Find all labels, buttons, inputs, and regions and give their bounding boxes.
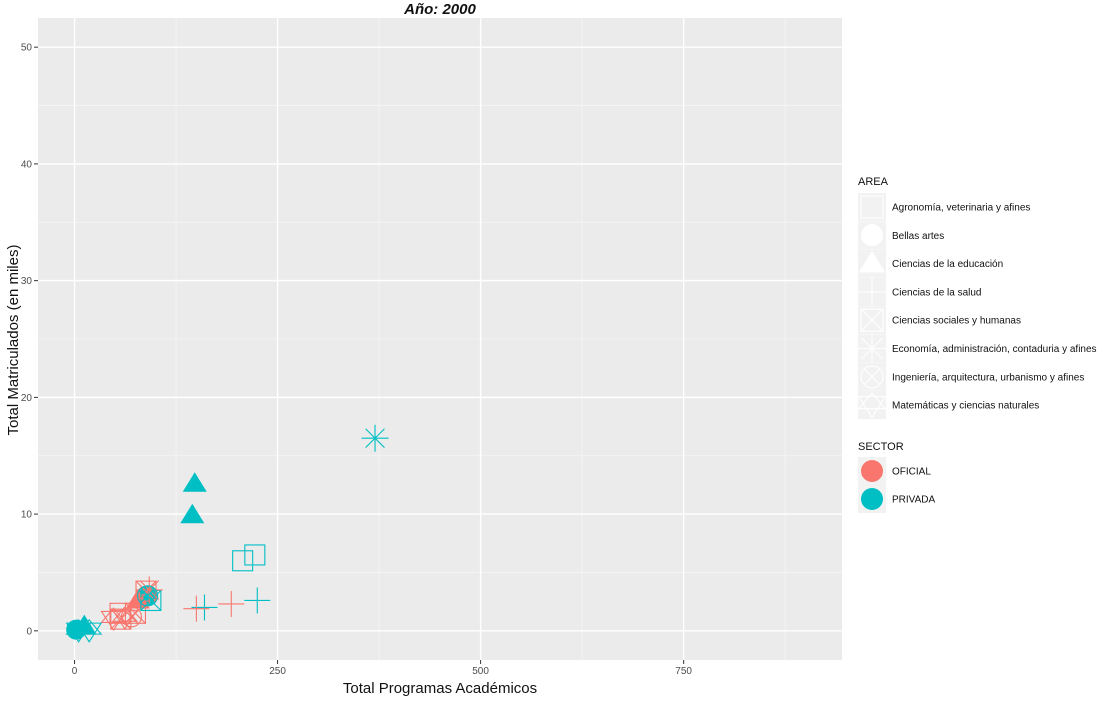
legend-key-symbol: [860, 308, 884, 332]
y-axis-title: Total Matriculados (en miles): [5, 245, 22, 436]
legend-key-background: [858, 391, 886, 420]
x-tick-label: 250: [269, 666, 286, 677]
area-legend-label: Agronomía, veterinaria y afines: [892, 203, 1030, 214]
legend-key-background: [858, 193, 886, 221]
sector-legend-item: OFICIAL: [858, 457, 931, 485]
y-tick-label: 30: [21, 276, 33, 287]
area-legend-item: Bellas artes: [858, 221, 944, 250]
x-axis-title: Total Programas Académicos: [343, 680, 537, 697]
y-axis-ticks: 0 10 20 30 40 50: [21, 43, 38, 637]
legend-key-symbol: [857, 333, 887, 364]
data-point: [232, 550, 254, 572]
legend-key-symbol: [857, 392, 887, 419]
area-legend-title: AREA: [858, 176, 889, 188]
area-legend-item: Matemáticas y ciencias naturales: [857, 391, 1039, 420]
area-legend-item: Economía, administración, contaduria y a…: [857, 333, 1097, 364]
sector-legend: SECTOR OFICIAL PRIVADA: [858, 441, 935, 513]
sector-legend-item: PRIVADA: [858, 485, 935, 513]
sector-legend-label: PRIVADA: [892, 495, 935, 506]
x-tick-label: 750: [675, 666, 692, 677]
legend-key-symbol: [857, 277, 887, 307]
area-legend-label: Bellas artes: [892, 231, 944, 242]
area-legend-item: Ciencias de la salud: [857, 277, 982, 307]
area-legend-item: Ingeniería, arquitectura, urbanismo y af…: [858, 362, 1084, 391]
x-tick-label: 500: [472, 666, 489, 677]
area-legend-label: Economía, administración, contaduria y a…: [892, 344, 1097, 355]
sector-legend-title: SECTOR: [858, 441, 904, 453]
data-point: [135, 576, 163, 604]
y-tick-label: 20: [21, 393, 33, 404]
area-legend: AREA Agronomía, veterinaria y afines Bell…: [857, 176, 1097, 420]
area-legend-label: Matemáticas y ciencias naturales: [892, 401, 1039, 412]
y-tick-label: 10: [21, 510, 33, 521]
data-point: [183, 595, 210, 622]
data-point: [137, 585, 159, 607]
data-point: [72, 614, 97, 635]
area-legend-label: Ciencias de la educación: [892, 259, 1003, 270]
y-tick-label: 0: [26, 626, 32, 637]
legend-key-symbol: [861, 460, 883, 482]
data-point: [111, 606, 139, 630]
x-axis-ticks: 0 250 500 750: [72, 660, 692, 677]
area-legend-label: Ciencias de la salud: [892, 287, 982, 298]
y-tick-label: 50: [21, 43, 33, 54]
data-point: [218, 590, 245, 617]
legend-key-symbol: [860, 195, 884, 219]
y-tick-label: 40: [21, 159, 33, 170]
legend-key-symbol: [861, 488, 883, 510]
area-legend-label: Ciencias sociales y humanas: [892, 316, 1021, 327]
chart-title: Año: 2000: [403, 1, 476, 18]
area-legend-item: Agronomía, veterinaria y afines: [858, 193, 1030, 221]
data-point: [361, 424, 389, 452]
data-points: [65, 424, 389, 643]
area-legend-item: Ciencias sociales y humanas: [858, 306, 1021, 335]
area-legend-item: Ciencias de la educación: [858, 249, 1003, 278]
data-point: [182, 472, 207, 492]
data-point: [65, 618, 92, 643]
area-legend-label: Ingeniería, arquitectura, urbanismo y af…: [892, 372, 1084, 383]
data-point: [244, 587, 271, 614]
legend-key-symbol: [858, 250, 886, 273]
legend-key-symbol: [860, 365, 884, 389]
x-tick-label: 0: [72, 666, 78, 677]
legend-key-symbol: [861, 224, 883, 247]
data-point: [180, 503, 205, 524]
data-point: [244, 544, 266, 566]
sector-legend-label: OFICIAL: [892, 467, 931, 478]
major-gridlines: [38, 18, 842, 660]
minor-gridlines: [38, 18, 842, 660]
